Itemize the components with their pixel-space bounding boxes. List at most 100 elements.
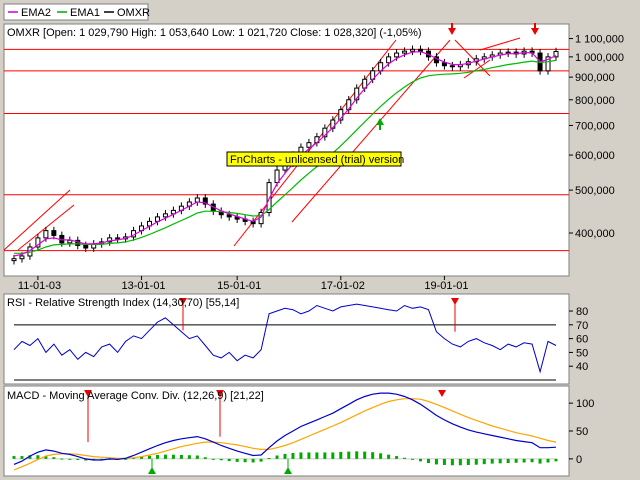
price-y-tick-label: 700,000 [575,120,615,132]
macd-histogram-bar [387,454,391,459]
macd-line [13,392,557,465]
legend-ema2-label: EMA2 [21,7,51,19]
macd-histogram-bar [203,457,207,459]
macd-sell-arrow [216,390,224,397]
candle-body [394,52,400,58]
watermark-box [226,151,402,167]
macd-histogram-bar [442,458,446,465]
price-y-tick-label: 800,000 [575,95,615,107]
macd-histogram-bar [554,458,558,462]
ema2-line [13,51,557,257]
price-y-tick-label: 1 100,000 [575,34,624,46]
macd-histogram-bar [68,458,72,460]
candle-body [354,87,360,101]
candle-body [402,50,408,54]
candle-body [322,127,328,138]
sell-arrow [448,28,456,35]
macd-histogram-bar [44,455,48,459]
macd-panel: MACD - Moving Average Conv. Div. (12,26,… [3,385,594,477]
macd-histogram-bar [498,458,502,464]
rsi-sell-arrow [179,298,187,305]
rsi-grid [14,324,556,381]
candle-body [306,142,312,148]
macd-histogram-bar [347,451,351,459]
macd-histogram-bar [538,458,542,464]
rsi-y-tick-label: 80 [576,306,588,318]
macd-histogram-bar [450,458,454,466]
price-panel-bg [3,23,570,277]
macd-histogram-bar [124,458,128,460]
rsi-sell-arrow [451,298,459,305]
candle-body [418,48,423,52]
macd-histogram-bar [227,458,231,462]
rsi-panel: RSI - Relative Strength Index (14,30,70)… [3,293,588,385]
price-y-tick-label: 400,000 [575,228,615,240]
candle-body [11,258,17,262]
rsi-signal-markers [179,298,459,332]
macd-histogram [12,451,558,466]
macd-y-tick-label: 50 [576,426,588,438]
candle-body [202,197,208,205]
price-y-tick-label: 900,000 [575,72,615,84]
x-axis: 11-01-03 13-01-01 15-01-01 17-01-02 19-01-01 [18,276,468,292]
legend-omxr-label: OMXR [117,7,150,19]
candle-body [338,109,344,121]
macd-histogram-bar [530,458,534,463]
macd-histogram-bar [235,458,239,462]
macd-histogram-bar [163,454,167,459]
macd-histogram-bar [371,452,375,459]
candle-body [43,230,49,239]
macd-sell-arrow [438,390,446,397]
candle-body [107,237,113,243]
rsi-y-tick-label: 50 [576,347,588,359]
watermark: FnCharts - unlicensed (trial) version [226,151,404,167]
candle-body [83,244,89,249]
candle-body [115,237,121,240]
macd-histogram-bar [251,458,255,463]
macd-signal-markers [84,390,446,474]
macd-histogram-bar [379,453,383,459]
candle-body [266,182,272,214]
macd-histogram-bar [458,458,462,466]
candle-body [386,56,392,64]
macd-histogram-bar [434,458,438,465]
macd-histogram-bar [243,458,247,463]
macd-histogram-bar [514,458,518,463]
macd-histogram-bar [20,456,24,459]
price-y-tick-label: 1 000,000 [575,52,624,64]
macd-histogram-bar [522,458,526,463]
macd-histogram-bar [339,451,343,459]
candle-body [51,230,57,236]
price-trend-line [291,39,451,223]
rsi-y-tick-label: 70 [576,320,588,332]
macd-histogram-bar [52,457,56,459]
macd-histogram-bar [171,454,175,459]
macd-histogram-bar [28,455,32,459]
x-tick-label: 19-01-01 [424,280,468,292]
price-y-tick-label: 600,000 [575,150,615,162]
buy-arrow [376,118,384,125]
price-trend-line [479,37,521,51]
candle-body [19,255,25,260]
macd-histogram-bar [315,452,319,459]
legend-ema1-label: EMA1 [70,7,100,19]
macd-histogram-bar [12,456,16,459]
price-title: OMXR [Open: 1 029,790 High: 1 053,640 Lo… [7,27,422,39]
macd-histogram-bar [466,458,470,465]
candle-body [410,48,416,52]
candle-body [545,56,551,72]
sell-arrow [531,28,539,35]
macd-buy-arrow [148,467,156,474]
candle-body [441,62,447,67]
macd-histogram-bar [419,458,422,462]
macd-sell-arrow [84,390,92,397]
macd-histogram-bar [403,457,407,459]
macd-histogram-bar [323,452,327,459]
macd-histogram-bar [187,455,191,459]
macd-histogram-bar [506,458,510,464]
macd-histogram-bar [148,455,151,459]
macd-histogram-bar [76,458,80,460]
macd-histogram-bar [482,458,486,465]
price-ema-lines [13,51,557,257]
